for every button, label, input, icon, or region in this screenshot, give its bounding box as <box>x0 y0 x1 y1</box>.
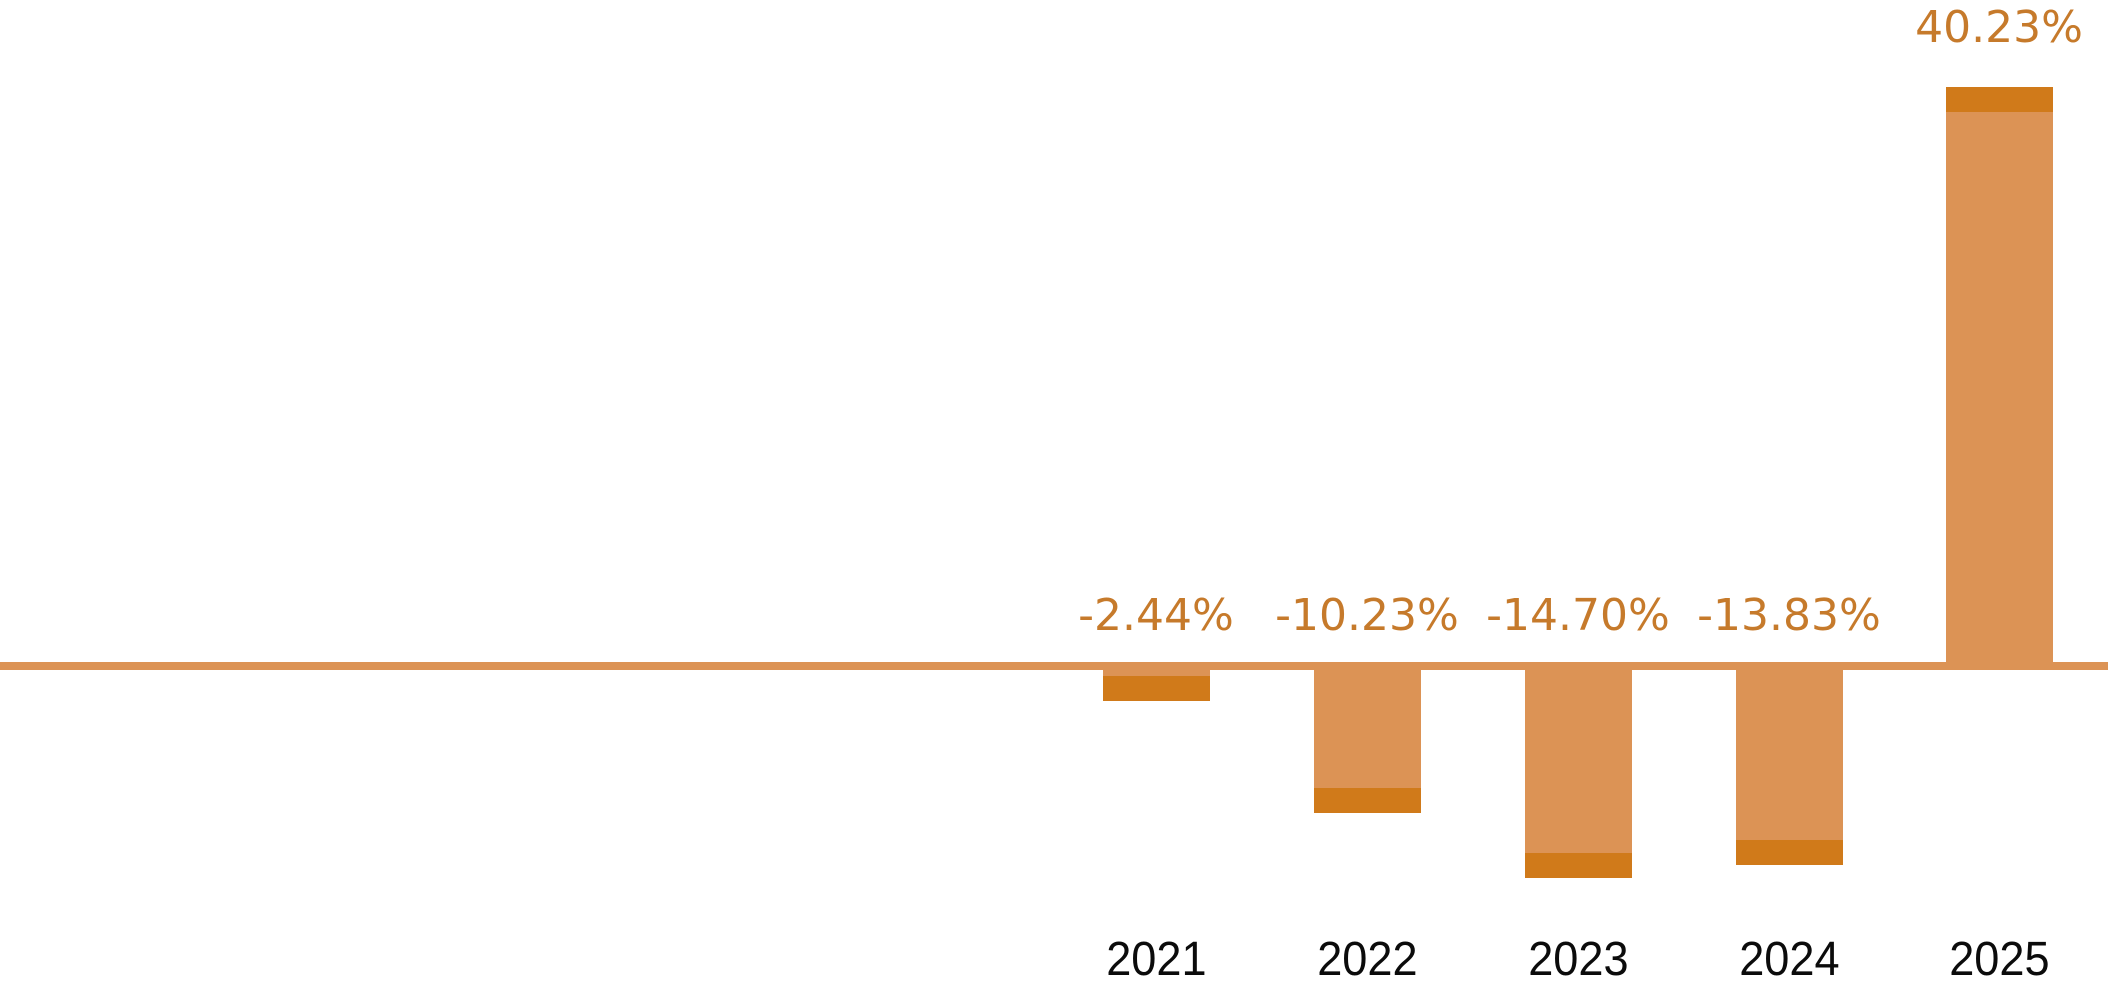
x-tick-label-2025: 2025 <box>1948 933 2050 986</box>
bar-2021 <box>1102 666 1210 701</box>
x-tick-label-2024: 2024 <box>1738 933 1840 986</box>
value-label-2022: -10.23% <box>1275 590 1459 641</box>
value-label-2025: 40.23% <box>1915 2 2083 53</box>
x-tick-label-2023: 2023 <box>1527 933 1629 986</box>
value-label-2023: -14.70% <box>1486 590 1670 641</box>
bar-2024 <box>1735 666 1843 865</box>
value-label-2024: -13.83% <box>1697 590 1881 641</box>
bar-cap-2024 <box>1735 840 1843 865</box>
x-tick-label-2021: 2021 <box>1105 933 1207 986</box>
value-label-2021: -2.44% <box>1078 590 1234 641</box>
bar-2025 <box>1945 87 2053 666</box>
bar-cap-2022 <box>1313 788 1421 813</box>
bar-cap-2023 <box>1524 853 1632 878</box>
x-axis-baseline <box>0 662 2108 670</box>
bar-cap-2025 <box>1945 87 2053 112</box>
bar-cap-2021 <box>1102 676 1210 701</box>
bar-2023 <box>1524 666 1632 878</box>
x-tick-label-2022: 2022 <box>1316 933 1418 986</box>
bar-2022 <box>1313 666 1421 813</box>
